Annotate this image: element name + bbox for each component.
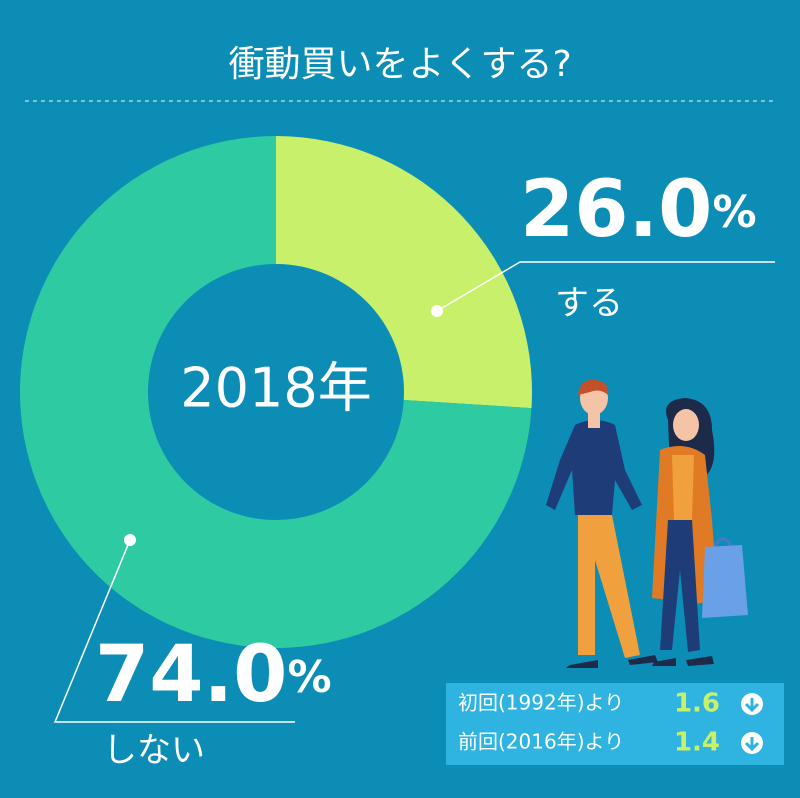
comparison-label: 前回(2016年)より [458, 730, 624, 754]
donut [19, 136, 532, 648]
leader-line [436, 261, 775, 312]
arrow [744, 737, 760, 752]
category-label: する [555, 284, 623, 324]
comparison-label: 初回(1992年)より [458, 691, 624, 715]
leader-dot [124, 534, 136, 546]
value-label: 74.0% [95, 630, 332, 720]
comparison-box [446, 683, 784, 765]
value-label: 26.0% [520, 165, 757, 255]
comparison-value: 1.4 [674, 728, 720, 758]
comparison-value: 1.6 [674, 689, 720, 719]
donut-slice [19, 136, 532, 648]
donut-slice [276, 136, 532, 409]
illustration [546, 379, 748, 668]
arrow [744, 698, 760, 713]
chart-title: 衝動買いをよくする? [228, 44, 571, 85]
category-label: しない [103, 731, 205, 771]
leader-dot [431, 305, 443, 317]
comparisons: 初回(1992年)より 1.6 前回(2016年)より 1.4 [458, 689, 763, 758]
center-label: 2018年 [180, 357, 371, 420]
leader-line [53, 539, 295, 723]
